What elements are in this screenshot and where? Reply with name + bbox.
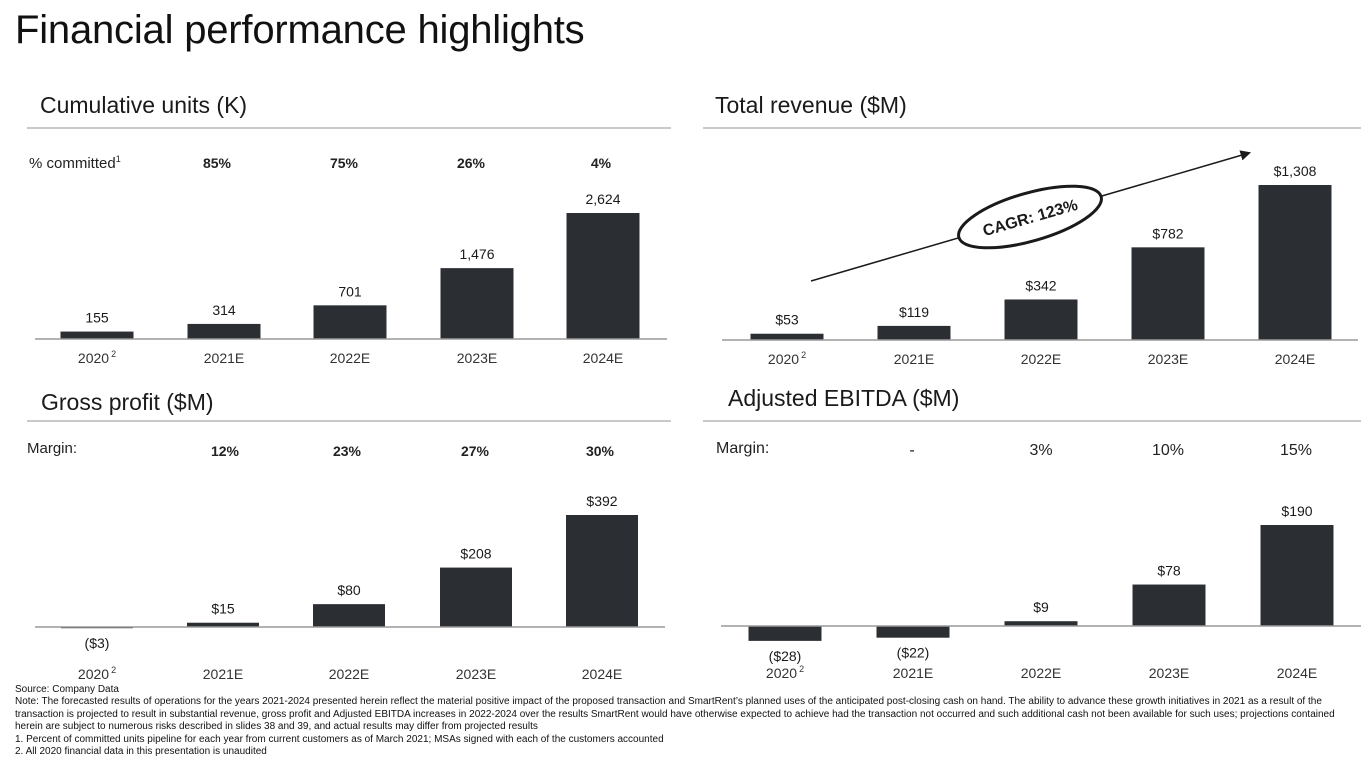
value-label: $392 [586, 493, 617, 509]
value-label: 1,476 [459, 246, 494, 262]
bar-2021e [187, 622, 259, 627]
category-label: 2022E [330, 350, 370, 366]
cumulative-units-chart: 155 2020 2 314 2021E 701 2022E 1,476 2023E 2,624 2… [35, 191, 667, 366]
category-label: 2023E [456, 666, 496, 682]
bar-2022e [313, 305, 387, 339]
value-label: ($3) [85, 635, 110, 651]
panel-divider [703, 127, 1361, 129]
category-label: 2021E [204, 350, 244, 366]
bar-2023e [1131, 247, 1205, 340]
committed-value: 4% [590, 155, 612, 171]
category-label: 2022E [1021, 665, 1061, 681]
cagr-ellipse [957, 184, 1103, 250]
category-label: 2022E [1021, 351, 1061, 367]
value-label: $342 [1025, 277, 1056, 293]
category-label: 2022E [329, 666, 369, 682]
footnote-1: 1. Percent of committed units pipeline f… [15, 733, 664, 745]
bar-2022e [313, 604, 385, 627]
bar-2024e [566, 515, 638, 627]
panel-title: Cumulative units (K) [40, 92, 248, 118]
panel-divider [27, 420, 671, 422]
margin-value: 12% [210, 443, 240, 459]
value-label: 2,624 [585, 191, 620, 207]
category-label: 2020 2 [78, 349, 116, 366]
category-label: 2023E [1149, 665, 1189, 681]
category-label: 2023E [457, 350, 497, 366]
value-label: $53 [775, 312, 799, 328]
bar-2023e [440, 268, 514, 339]
bar-2021e [877, 325, 951, 340]
value-label: ($22) [897, 645, 930, 661]
value-label: 701 [338, 283, 362, 299]
value-label: $1,308 [1274, 163, 1317, 179]
margin-value: 10% [1151, 442, 1185, 459]
category-label: 2024E [1277, 665, 1317, 681]
value-label: 155 [85, 310, 109, 326]
bar-2022e [1004, 621, 1078, 626]
value-label: $15 [211, 601, 235, 617]
footnote-source: Source: Company Data [15, 684, 119, 695]
category-label: 2021E [894, 351, 934, 367]
value-label: $190 [1281, 503, 1312, 519]
bar-2021e [876, 626, 950, 638]
category-label: 2020 2 [78, 665, 116, 682]
category-label: 2023E [1148, 351, 1188, 367]
margin-row-label: Margin: [27, 440, 78, 457]
page-title: Financial performance highlights [15, 8, 585, 52]
category-label: 2024E [583, 350, 623, 366]
margin-value: 3% [1029, 442, 1053, 459]
panel-gross-profit: Gross profit ($M) Margin: 12% 23% 27% 30… [0, 0, 680, 690]
adjusted-ebitda-chart: ($28)2020 2 ($22) 2021E $9 2022E $78 2023E $190 2… [721, 503, 1361, 681]
bar-2024e [1258, 185, 1332, 340]
bar-2024e [1260, 525, 1334, 626]
footnotes: Source: Company Data Note: The forecaste… [15, 684, 1350, 758]
category-label: 2024E [1275, 351, 1315, 367]
panel-title: Gross profit ($M) [41, 389, 214, 415]
bar-2020 [748, 626, 822, 641]
bar-2024e [566, 213, 640, 339]
panel-adjusted-ebitda: Adjusted EBITDA ($M) Margin: - 3% 10% 15… [703, 385, 1361, 459]
margin-value: 27% [460, 443, 490, 459]
value-label: $9 [1033, 599, 1049, 615]
committed-label-text: % committed [29, 155, 116, 172]
panel-title: Adjusted EBITDA ($M) [728, 385, 960, 411]
margin-row-label: Margin: [716, 440, 770, 457]
footnote-note: Note: The forecasted results of operatio… [15, 696, 1335, 733]
gross-profit-chart: ($3) 2020 2 $15 2021E $80 2022E $208 2023E $392 20… [35, 493, 665, 682]
value-label: $208 [460, 546, 491, 562]
bar-2022e [1004, 299, 1078, 340]
value-label: ($28) [769, 648, 802, 664]
value-label: $119 [899, 304, 929, 320]
panel-total-revenue: Total revenue ($M) [0, 0, 1361, 380]
margin-value: 15% [1279, 442, 1313, 459]
panel-title: Total revenue ($M) [715, 92, 907, 118]
margin-value: - [909, 442, 915, 459]
bar-2020 [750, 333, 824, 340]
category-label: 2021E [893, 665, 933, 681]
value-label: $782 [1152, 225, 1183, 241]
value-label: $78 [1157, 563, 1181, 579]
value-label: 314 [212, 302, 236, 318]
committed-row-label: % committed1 [29, 154, 121, 172]
bar-2020 [60, 331, 134, 339]
panel-divider [27, 127, 671, 129]
category-label: 2024E [582, 666, 622, 682]
bar-2023e [1132, 584, 1206, 626]
value-label: $80 [337, 582, 361, 598]
footnote-marker: 1 [115, 154, 121, 164]
bar-2023e [440, 567, 512, 627]
total-revenue-chart: $53 2020 2 $119 2021E $342 2022E $782 2023E $1,30… [722, 150, 1358, 367]
footnote-2: 2. All 2020 financial data in this prese… [15, 746, 267, 758]
bar-2021e [187, 323, 261, 339]
margin-value: 30% [585, 443, 615, 459]
category-label: 2020 2 [768, 350, 806, 367]
committed-value: 26% [456, 155, 486, 171]
committed-value: 85% [202, 155, 232, 171]
margin-value: 23% [332, 443, 362, 459]
committed-value: 75% [329, 155, 359, 171]
panel-cumulative-units: Cumulative units (K) % committed1 85% 75… [0, 0, 680, 380]
category-label: 2020 2 [766, 664, 804, 681]
panel-divider [703, 420, 1361, 422]
category-label: 2021E [203, 666, 243, 682]
